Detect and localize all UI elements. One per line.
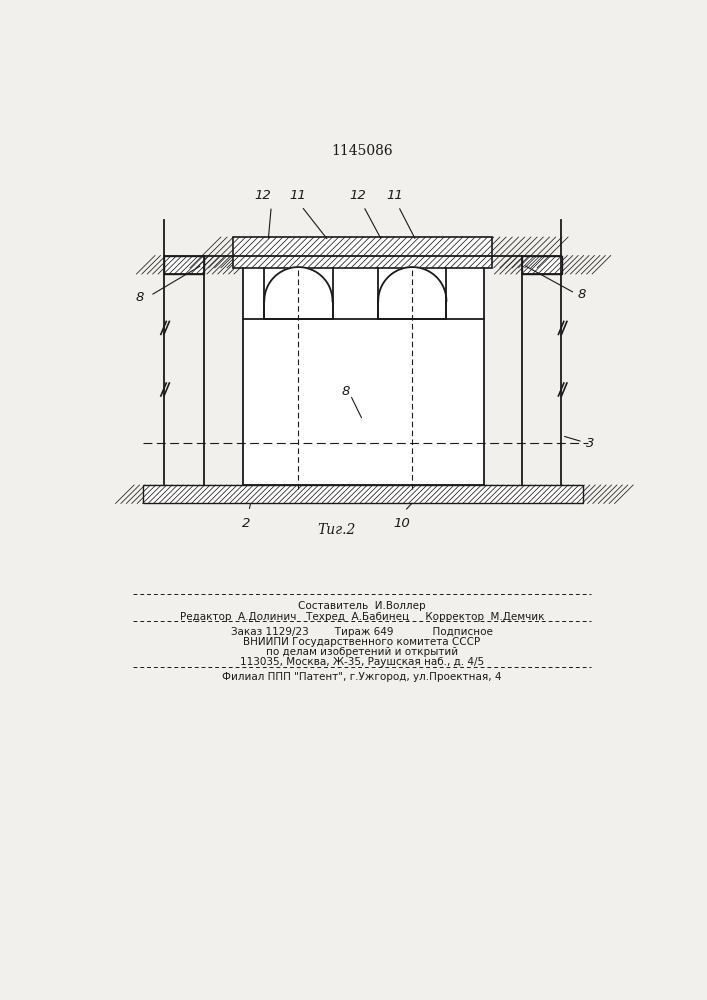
Text: 8: 8 xyxy=(135,291,144,304)
Text: 1145086: 1145086 xyxy=(331,144,393,158)
Bar xyxy=(233,237,492,268)
Text: Составитель  И.Воллер: Составитель И.Воллер xyxy=(298,601,426,611)
Polygon shape xyxy=(378,267,446,319)
Bar xyxy=(243,268,484,485)
Text: 11: 11 xyxy=(386,189,403,202)
Text: 113035, Москва, Ж-35, Раушская наб., д. 4/5: 113035, Москва, Ж-35, Раушская наб., д. … xyxy=(240,657,484,667)
Text: 11: 11 xyxy=(289,189,306,202)
Text: по делам изобретений и открытий: по делам изобретений и открытий xyxy=(266,647,458,657)
Text: 8: 8 xyxy=(578,288,586,301)
Bar xyxy=(522,256,562,274)
Text: Редактор  А.Долинич   Техред  А.Бабинец     Корректор  М.Демчик: Редактор А.Долинич Техред А.Бабинец Корр… xyxy=(180,612,544,622)
Text: Заказ 1129/23        Тираж 649            Подписное: Заказ 1129/23 Тираж 649 Подписное xyxy=(231,627,493,637)
Text: 12: 12 xyxy=(255,189,271,202)
Bar xyxy=(163,256,204,274)
Bar xyxy=(143,485,583,503)
Text: ВНИИПИ Государственного комитета СССР: ВНИИПИ Государственного комитета СССР xyxy=(243,637,481,647)
Text: 10: 10 xyxy=(393,517,410,530)
Text: 3: 3 xyxy=(585,437,594,450)
Text: Τиг.2: Τиг.2 xyxy=(317,523,356,537)
Text: 12: 12 xyxy=(349,189,366,202)
Text: 8: 8 xyxy=(341,385,350,398)
Text: 2: 2 xyxy=(243,517,251,530)
Polygon shape xyxy=(264,267,332,319)
Text: Филиал ППП "Патент", г.Ужгород, ул.Проектная, 4: Филиал ППП "Патент", г.Ужгород, ул.Проек… xyxy=(222,672,502,682)
